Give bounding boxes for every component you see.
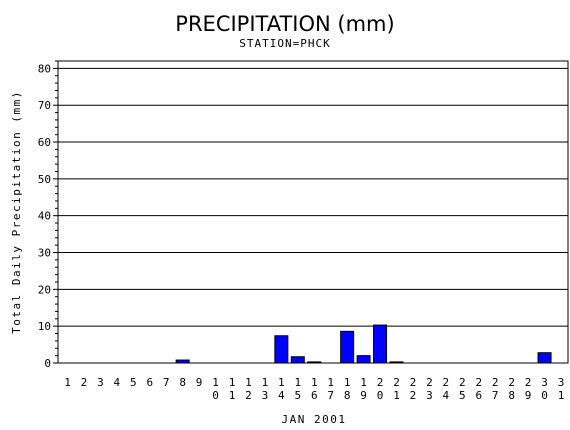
x-tick-label: 6 [146,376,153,389]
x-tick-label: 3 [97,376,104,389]
bar [340,330,355,364]
chart-title: PRECIPITATION (mm) [175,12,394,36]
y-tick-label: 60 [38,136,51,149]
plot-frame [57,60,569,364]
x-tick-label: 8 [179,376,186,389]
x-tick-label: 9 [196,376,203,389]
y-tick-label: 50 [38,173,51,186]
x-tick-label: 2 [81,376,88,389]
bar [373,324,388,364]
y-tick-label: 0 [44,357,51,370]
y-tick-label: 70 [38,99,51,112]
y-tick-label: 40 [38,210,51,223]
bar [274,335,289,364]
x-tick-label: 7 [163,376,170,389]
x-tick-label: 1 [64,376,71,389]
gridlines [58,67,568,327]
x-axis-label: JAN 2001 [282,413,347,426]
x-axis-ticks: 1 2 3 4 5 6 7 8 9 1 01 11 21 31 41 51 61 71 81 92 02 12 22 32 42… [64,376,564,402]
y-tick-label: 10 [38,320,51,333]
bar [290,356,305,364]
y-tick-label: 80 [38,62,51,75]
x-tick-label: 5 [130,376,137,389]
y-axis-label: Total Daily Precipitation (mm) [10,90,23,334]
y-tick-label: 30 [38,247,51,260]
y-tick-label: 20 [38,283,51,296]
bars [175,324,552,364]
y-axis-ticks: 0 10 20 30 40 50 60 70 80 [38,60,58,370]
x-tick-label: 4 [114,376,121,389]
chart-subtitle: STATION=PHCK [239,37,330,50]
bar [537,352,552,364]
bar [356,355,371,364]
